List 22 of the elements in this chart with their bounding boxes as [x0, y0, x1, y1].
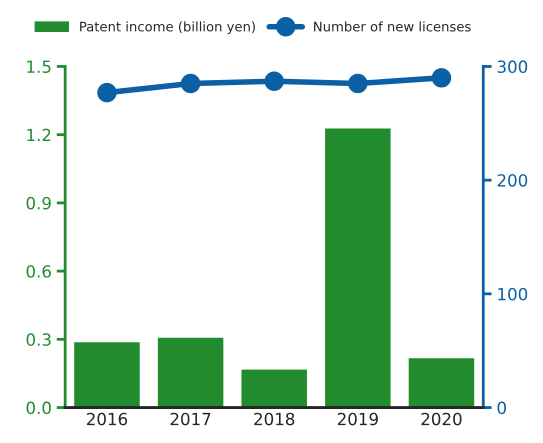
y-tick-label: 1.5 [27, 60, 51, 74]
x-tick-label: 2020 [421, 412, 462, 426]
bar [240, 368, 308, 408]
y2-tick-label: 200 [498, 174, 528, 187]
y-tick-label: 1.2 [27, 128, 50, 142]
x-tick-label: 2018 [254, 412, 294, 426]
y-tick-label: 0.0 [26, 402, 51, 414]
y2-tick-label: 0 [498, 402, 506, 414]
legend-label: Patent income (billion yen) [80, 21, 255, 34]
x-tick-label: 2017 [170, 412, 210, 426]
bar [156, 336, 225, 408]
bar [324, 127, 392, 408]
y-tick-label: 0.6 [26, 265, 51, 278]
legend-label: Number of new licenses [314, 21, 471, 32]
y-tick-label: 0.9 [26, 196, 51, 210]
x-tick-label: 2019 [338, 412, 378, 426]
bar [407, 356, 476, 408]
bar [72, 340, 142, 408]
y-tick-label: 0.3 [26, 333, 51, 346]
y2-tick-label: 300 [498, 60, 528, 74]
x-tick-label: 2016 [86, 412, 128, 426]
y2-tick-label: 100 [498, 288, 528, 300]
